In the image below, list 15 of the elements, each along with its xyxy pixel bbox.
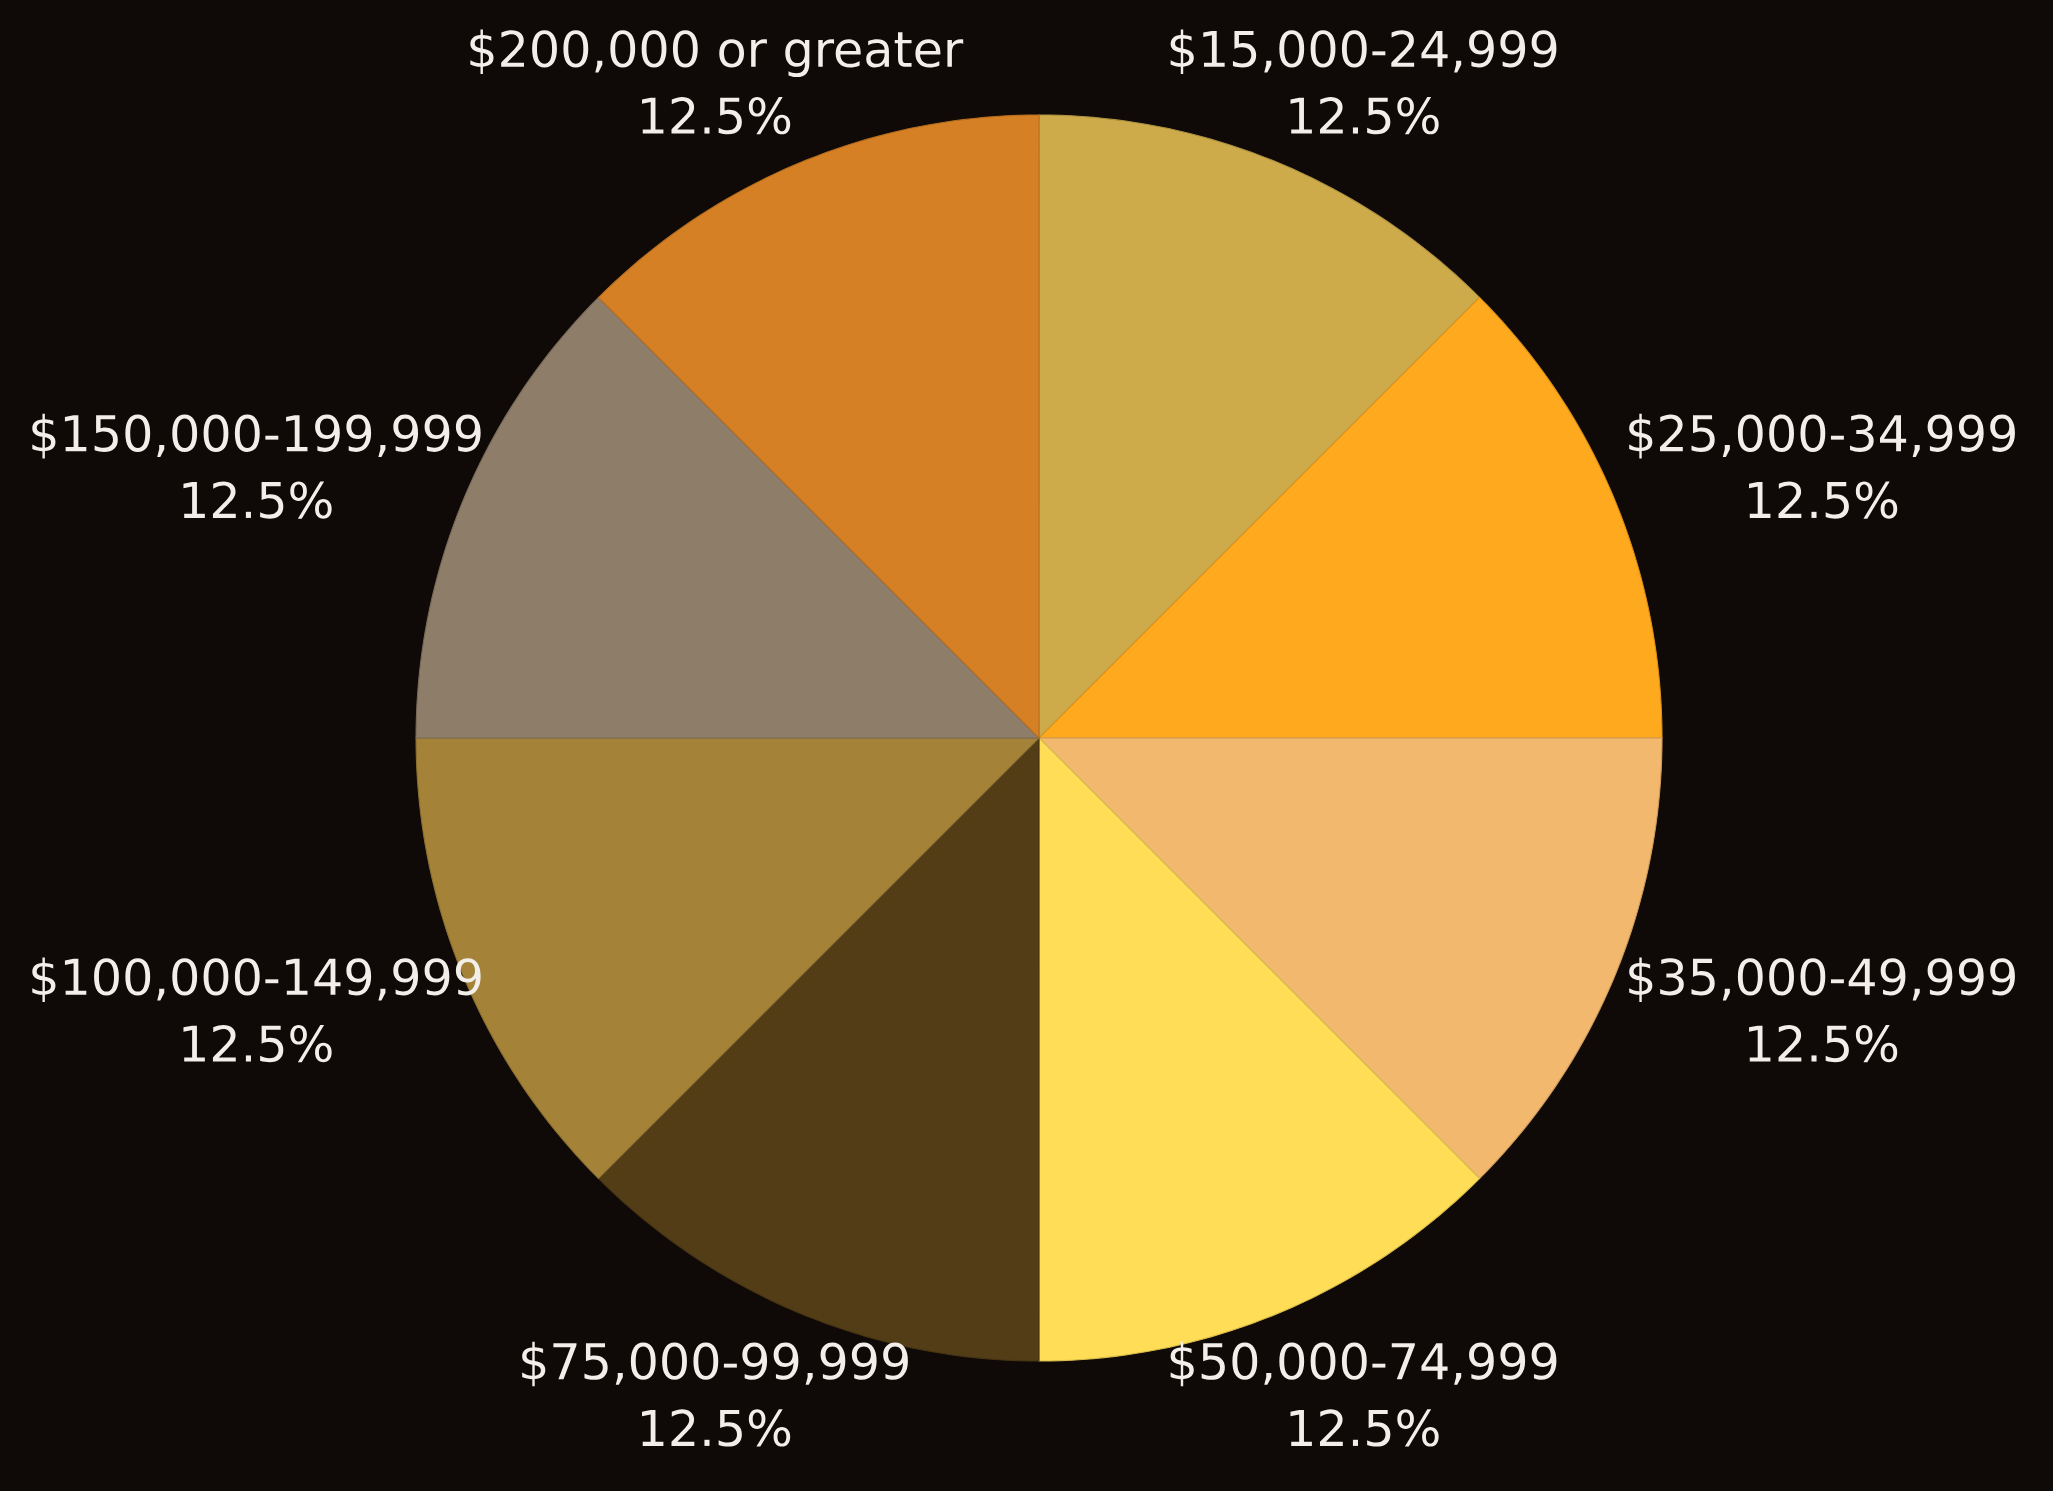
- data-label: 12.5%: [1749, 481, 1898, 519]
- data-label: 12.5%: [642, 97, 791, 135]
- slice-label: $150,000-199,999: [32, 413, 481, 459]
- data-label: 12.5%: [642, 1409, 791, 1447]
- data-label: 12.5%: [1290, 1409, 1439, 1447]
- slice-label: $50,000-74,999: [1170, 1341, 1557, 1387]
- slice-label: $75,000-99,999: [522, 1341, 908, 1387]
- slice-label: $25,000-34,999: [1629, 413, 2015, 459]
- slice-label: $35,000-49,999: [1629, 957, 2015, 1002]
- slice-label: $15,000-24,999: [1170, 29, 1557, 75]
- data-label: 12.5%: [1290, 97, 1439, 135]
- data-label: 12.5%: [183, 481, 332, 519]
- data-label: 12.5%: [183, 1024, 332, 1063]
- slice-label: $200,000 or greater: [470, 29, 964, 78]
- data-label: 12.5%: [1749, 1024, 1898, 1063]
